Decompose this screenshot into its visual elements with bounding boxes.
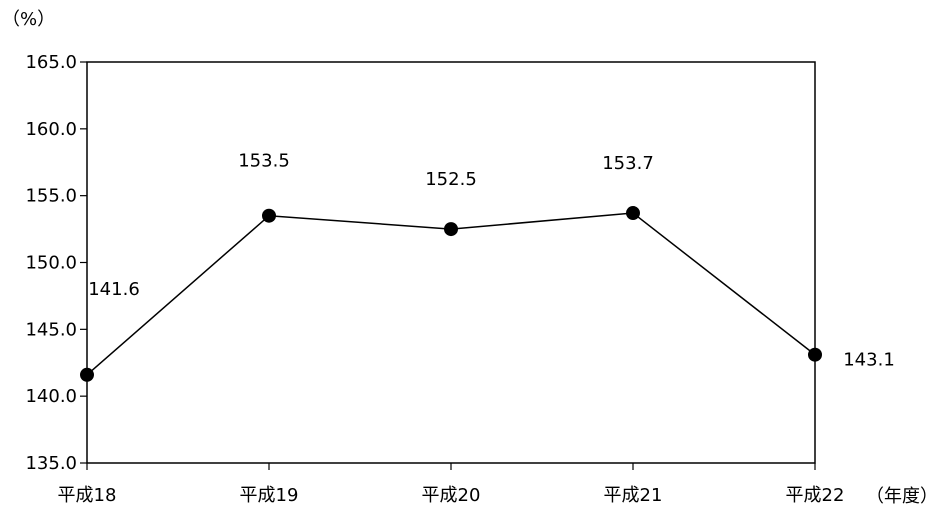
- y-tick-label: 155.0: [25, 186, 77, 207]
- x-tick-label: 平成21: [604, 485, 663, 506]
- series-markers: [80, 206, 822, 382]
- data-labels: 141.6 153.5 152.5 153.7 143.1: [88, 151, 895, 371]
- x-axis-unit-label: （年度）: [866, 486, 938, 507]
- x-axis: 平成18 平成19 平成20 平成21 平成22: [58, 463, 845, 506]
- y-tick-label: 160.0: [25, 119, 77, 140]
- plot-area-frame: [86, 61, 816, 464]
- series-line: [86, 212, 816, 376]
- data-point: [80, 367, 94, 382]
- data-point: [444, 222, 458, 237]
- y-axis: 135.0 140.0 145.0 150.0 155.0 160.0 165.0: [25, 52, 87, 474]
- data-point: [626, 206, 640, 221]
- y-tick-label: 145.0: [25, 319, 77, 340]
- y-axis-unit-label: （%）: [2, 9, 55, 30]
- x-tick-label: 平成20: [422, 485, 481, 506]
- x-tick-label: 平成19: [240, 485, 299, 506]
- data-label: 141.6: [88, 279, 140, 300]
- data-label: 152.5: [425, 169, 477, 190]
- x-tick-label: 平成22: [786, 485, 845, 506]
- y-tick-label: 150.0: [25, 253, 77, 274]
- data-label: 153.5: [238, 151, 290, 172]
- x-tick-label: 平成18: [58, 485, 117, 506]
- y-tick-label: 165.0: [25, 52, 77, 73]
- data-point: [808, 347, 822, 362]
- data-point: [262, 208, 276, 223]
- data-label: 153.7: [602, 153, 654, 174]
- y-tick-label: 135.0: [25, 453, 77, 474]
- y-tick-label: 140.0: [25, 386, 77, 407]
- data-label: 143.1: [843, 350, 895, 371]
